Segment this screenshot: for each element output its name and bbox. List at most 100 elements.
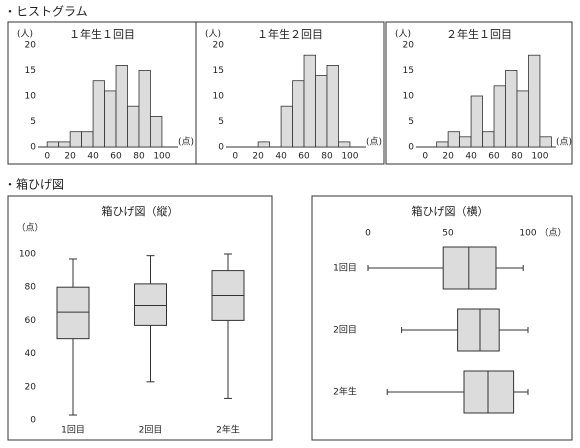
bar	[115, 65, 128, 148]
bar	[493, 85, 506, 148]
chart-title: １年生１回目	[69, 27, 135, 41]
x-axis-label: （点）	[539, 228, 566, 239]
bar	[315, 75, 328, 148]
y-tick-label: 5	[408, 117, 414, 127]
x-tick-label: 80	[133, 152, 145, 162]
x-axis-label: (点)	[366, 137, 382, 148]
chart-title: 箱ひげ図（横）	[412, 204, 489, 218]
panel-frame	[311, 195, 573, 441]
section-heading: ・箱ひげ図	[4, 177, 64, 192]
bar	[470, 95, 483, 148]
y-tick-label: 20	[25, 41, 37, 51]
x-tick-label: 60	[488, 152, 500, 162]
section-heading: ・ヒストグラム	[4, 5, 88, 19]
bar	[138, 70, 151, 148]
bar	[58, 141, 71, 148]
bar	[459, 136, 472, 148]
bar	[505, 70, 518, 148]
category-label: 2回目	[333, 325, 357, 336]
y-tick-label: 0	[30, 416, 36, 426]
y-tick-label: 20	[213, 41, 225, 51]
y-tick-label: 5	[218, 117, 224, 127]
bar	[528, 54, 541, 148]
x-tick-label: 100	[519, 229, 536, 239]
box	[442, 246, 497, 290]
x-tick-label: 0	[44, 152, 50, 162]
x-tick-label: 0	[365, 229, 371, 239]
x-tick-label: 60	[110, 152, 122, 162]
bar	[81, 131, 94, 148]
bar	[69, 131, 83, 148]
bar	[150, 116, 163, 148]
x-axis-label: (点)	[178, 137, 194, 148]
box	[56, 286, 90, 340]
x-tick-label: 40	[275, 152, 287, 162]
y-axis-label: (人)	[17, 29, 33, 40]
panel-frame	[7, 195, 273, 441]
x-tick-label: 80	[511, 152, 523, 162]
bar	[280, 105, 293, 148]
y-tick-label: 15	[25, 66, 36, 76]
bar	[292, 80, 305, 148]
x-tick-label: 20	[64, 152, 76, 162]
category-label: 2年生	[333, 386, 357, 398]
y-axis-label: (人)	[205, 29, 221, 40]
bar	[92, 80, 105, 148]
x-tick-label: 100	[153, 152, 170, 162]
panel-frame	[385, 21, 573, 165]
y-tick-label: 15	[403, 66, 414, 76]
y-tick-label: 10	[403, 92, 415, 102]
box	[134, 283, 167, 326]
category-label: 2回目	[139, 425, 163, 436]
y-axis-label: (人)	[395, 29, 411, 40]
box	[463, 370, 515, 414]
category-label: 2年生	[216, 424, 240, 436]
bar	[326, 65, 339, 148]
x-tick-label: 100	[341, 152, 358, 162]
y-tick-label: 10	[25, 92, 37, 102]
x-tick-label: 40	[87, 152, 99, 162]
y-tick-label: 15	[213, 66, 224, 76]
x-tick-label: 20	[252, 152, 264, 162]
bar	[539, 136, 552, 148]
x-axis-label: (点)	[556, 137, 572, 148]
bar	[257, 141, 271, 148]
y-tick-label: 0	[218, 143, 224, 153]
box	[457, 308, 500, 352]
y-tick-label: 5	[30, 117, 36, 127]
bar	[303, 54, 316, 148]
chart-title: １年生２回目	[257, 27, 323, 41]
x-tick-label: 40	[465, 152, 477, 162]
bar	[482, 131, 495, 148]
x-tick-label: 60	[298, 152, 310, 162]
y-axis-label: （点）	[16, 223, 43, 234]
x-tick-label: 20	[442, 152, 454, 162]
y-tick-label: 40	[25, 349, 37, 359]
bar	[127, 105, 140, 148]
x-tick-label: 50	[442, 229, 454, 239]
bar	[516, 90, 529, 148]
y-tick-label: 20	[403, 41, 415, 51]
y-tick-label: 60	[25, 316, 37, 326]
chart-title: 箱ひげ図（縦）	[102, 204, 179, 218]
bar	[104, 90, 117, 148]
category-label: 1回目	[61, 425, 85, 436]
y-tick-label: 20	[25, 382, 37, 392]
x-tick-label: 100	[531, 152, 548, 162]
bar	[436, 141, 449, 148]
y-tick-label: 0	[30, 143, 36, 153]
bar	[338, 141, 351, 148]
x-tick-label: 0	[422, 152, 428, 162]
bar	[46, 141, 60, 148]
y-tick-label: 0	[408, 143, 414, 153]
panel-frame	[195, 21, 385, 165]
y-tick-label: 100	[19, 250, 36, 260]
y-tick-label: 10	[213, 92, 225, 102]
bar	[447, 131, 461, 148]
category-label: 1回目	[333, 263, 357, 274]
x-tick-label: 0	[232, 152, 238, 162]
y-tick-label: 80	[25, 283, 37, 293]
chart-title: ２年生１回目	[446, 27, 512, 41]
